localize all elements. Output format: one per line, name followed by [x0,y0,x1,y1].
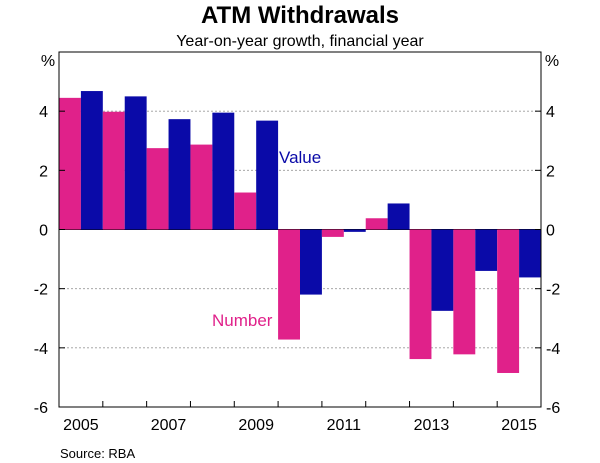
x-tick-label: 2011 [327,417,362,434]
chart-subtitle: Year-on-year growth, financial year [176,33,424,50]
y-tick-label-left: 0 [39,223,48,240]
y-tick-label-left: -4 [34,341,48,358]
bar-number-2010 [278,229,300,340]
bar-number-2013 [409,229,432,360]
bar-number-2007 [146,148,169,230]
bar-value-2010 [300,229,322,295]
x-tick-label: 2013 [414,417,450,434]
y-axis-right: -6 -4 -2 0 2 4 [535,104,560,417]
number-series-label: Number [212,311,273,330]
y-tick-label-right: -4 [546,341,560,358]
bar-value-2007 [168,119,191,230]
x-axis: 2005 2007 2009 2011 2013 2015 [63,401,537,434]
bar-value-2008 [212,112,235,230]
y-unit-right: % [545,53,559,70]
bar-value-2013 [431,229,454,311]
y-tick-label-left: 4 [39,104,48,121]
y-tick-label-right: -2 [546,282,560,299]
y-tick-label-right: 0 [546,223,555,240]
y-tick-label-left: -6 [34,400,48,417]
bar-value-2011 [343,229,366,232]
bar-number-2015 [497,229,520,373]
y-tick-label-right: 4 [546,104,555,121]
y-tick-label-left: 2 [39,163,48,180]
y-unit-left: % [41,53,55,70]
bar-number-2012 [365,218,388,230]
x-tick-label: 2007 [151,417,187,434]
value-series-label: Value [279,148,321,167]
bar-number-2005 [59,97,81,230]
y-tick-label-right: 2 [546,163,555,180]
x-tick-label: 2015 [501,417,537,434]
bar-value-2015 [519,229,541,278]
x-tick-label: 2009 [238,417,274,434]
bar-number-2009 [234,192,257,230]
bar-value-2006 [124,96,147,230]
bar-value-2012 [387,203,410,230]
bar-value-2009 [256,120,279,230]
source-note: Source: RBA [60,446,135,461]
x-tick-label: 2005 [63,417,99,434]
bars [59,91,541,373]
bar-number-2011 [321,229,344,237]
bar-value-2014 [475,229,498,271]
bar-number-2008 [190,144,213,230]
bar-number-2014 [453,229,476,355]
bar-value-2005 [80,91,103,230]
y-axis-left: -6 -4 -2 0 2 4 [34,104,65,417]
chart-title: ATM Withdrawals [201,2,399,29]
y-tick-label-left: -2 [34,282,48,299]
bar-number-2006 [102,111,125,230]
y-tick-label-right: -6 [546,400,560,417]
